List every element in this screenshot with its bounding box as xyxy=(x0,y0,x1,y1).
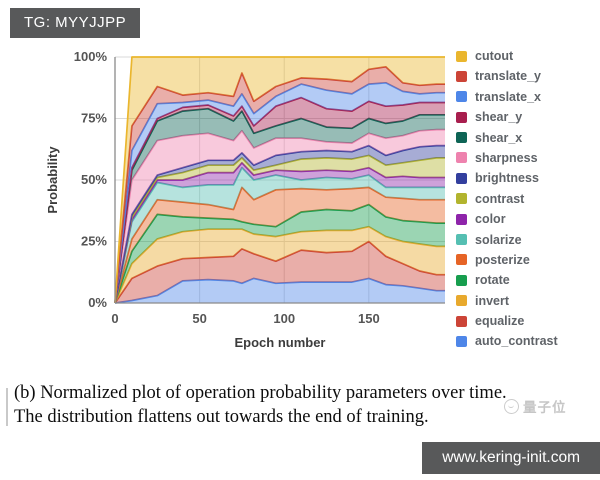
qbitai-watermark-text: 量子位 xyxy=(523,400,567,415)
x-axis-title: Epoch number xyxy=(234,335,325,350)
y-tick-label: 50% xyxy=(81,172,107,187)
area-auto_contrast xyxy=(115,278,445,303)
legend-label: posterize xyxy=(475,252,530,267)
y-axis-title: Probability xyxy=(45,146,60,214)
caption-margin-artifact xyxy=(6,388,8,426)
line-solarize xyxy=(114,166,445,304)
area-shear_x xyxy=(115,108,445,303)
area-sharpness xyxy=(115,129,445,303)
probability-stacked-area-chart: 0% 25% 50% 75% 100% 0 50 100 150 Probability Epoch… xyxy=(45,49,445,350)
legend-swatch-icon xyxy=(456,315,467,327)
legend-label: brightness xyxy=(475,171,539,186)
area-posterize xyxy=(115,187,445,303)
legend-swatch-icon xyxy=(456,152,467,164)
legend-label: solarize xyxy=(475,232,522,247)
line-translate_y xyxy=(114,65,445,304)
x-tick-label: 100 xyxy=(273,311,295,326)
legend-swatch-icon xyxy=(456,193,467,205)
legend-item-sharpness: sharpness xyxy=(456,151,558,165)
legend-item-invert: invert xyxy=(456,294,558,308)
y-tick-label: 100% xyxy=(74,49,108,64)
legend-label: color xyxy=(475,212,506,227)
legend-swatch-icon xyxy=(456,111,467,123)
x-tick-label: 0 xyxy=(111,311,118,326)
y-tick-label: 25% xyxy=(81,234,107,249)
legend-item-color: color xyxy=(456,212,558,226)
legend-item-shear_y: shear_y xyxy=(456,110,558,124)
legend-swatch-icon xyxy=(456,91,467,103)
line-cutout xyxy=(114,56,445,304)
legend-swatch-icon xyxy=(456,335,467,347)
legend-item-cutout: cutout xyxy=(456,49,558,63)
figure-caption-line-1: (b) Normalized plot of operation probabi… xyxy=(14,383,507,403)
legend-swatch-icon xyxy=(456,70,467,82)
legend-label: shear_x xyxy=(475,130,523,145)
area-cutout xyxy=(115,57,445,303)
x-tick-label: 50 xyxy=(192,311,206,326)
legend-label: shear_y xyxy=(475,110,523,125)
line-invert xyxy=(114,225,445,304)
area-solarize xyxy=(115,167,445,303)
legend-label: rotate xyxy=(475,273,510,288)
legend-swatch-icon xyxy=(456,254,467,266)
line-sharpness xyxy=(114,128,445,304)
x-tick-label: 150 xyxy=(358,311,380,326)
legend-item-contrast: contrast xyxy=(456,192,558,206)
legend-label: invert xyxy=(475,293,510,308)
legend-label: translate_y xyxy=(475,69,542,84)
y-tick-label: 75% xyxy=(81,111,107,126)
line-contrast xyxy=(114,154,445,304)
legend-item-rotate: rotate xyxy=(456,273,558,287)
line-translate_x xyxy=(114,81,445,304)
legend-label: sharpness xyxy=(475,150,538,165)
area-contrast xyxy=(115,155,445,303)
figure-chart-area: 0% 25% 50% 75% 100% 0 50 100 150 Probability Epoch… xyxy=(45,49,558,355)
legend-label: contrast xyxy=(475,191,525,206)
legend-swatch-icon xyxy=(456,50,467,62)
line-rotate xyxy=(114,203,445,304)
line-brightness xyxy=(114,144,445,304)
legend-item-brightness: brightness xyxy=(456,171,558,185)
line-shear_y xyxy=(114,96,445,304)
legend-swatch-icon xyxy=(456,213,467,225)
tg-badge: TG: MYYJJPP xyxy=(10,8,141,38)
legend-swatch-icon xyxy=(456,295,467,307)
figure-caption: (b) Normalized plot of operation probabi… xyxy=(14,381,592,429)
figure-caption-line-2: The distribution flattens out towards th… xyxy=(14,407,429,428)
legend-item-translate_x: translate_x xyxy=(456,90,558,104)
legend-label: auto_contrast xyxy=(475,334,558,349)
legend-label: translate_x xyxy=(475,89,542,104)
website-watermark-bar: www.kering-init.com xyxy=(422,442,600,474)
legend-item-auto_contrast: auto_contrast xyxy=(456,334,558,348)
qbitai-logo-icon xyxy=(504,398,519,414)
legend-item-equalize: equalize xyxy=(456,314,558,328)
legend-swatch-icon xyxy=(456,234,467,246)
legend-swatch-icon xyxy=(456,274,467,286)
legend-item-shear_x: shear_x xyxy=(456,131,558,145)
legend-label: cutout xyxy=(475,49,514,63)
line-color xyxy=(114,161,445,304)
y-tick-label: 0% xyxy=(88,295,107,310)
area-rotate xyxy=(115,204,445,303)
qbitai-watermark: 量子位 xyxy=(504,396,567,416)
line-equalize xyxy=(114,240,445,304)
legend-swatch-icon xyxy=(456,172,467,184)
line-shear_x xyxy=(114,107,445,304)
legend-item-posterize: posterize xyxy=(456,253,558,267)
line-auto_contrast xyxy=(114,277,445,304)
area-equalize xyxy=(115,241,445,303)
area-invert xyxy=(115,226,445,303)
legend-item-translate_y: translate_y xyxy=(456,69,558,83)
legend-swatch-icon xyxy=(456,132,467,144)
area-translate_y xyxy=(115,66,445,303)
legend-item-solarize: solarize xyxy=(456,233,558,247)
legend-label: equalize xyxy=(475,314,525,329)
area-brightness xyxy=(115,145,445,303)
line-posterize xyxy=(114,186,445,304)
